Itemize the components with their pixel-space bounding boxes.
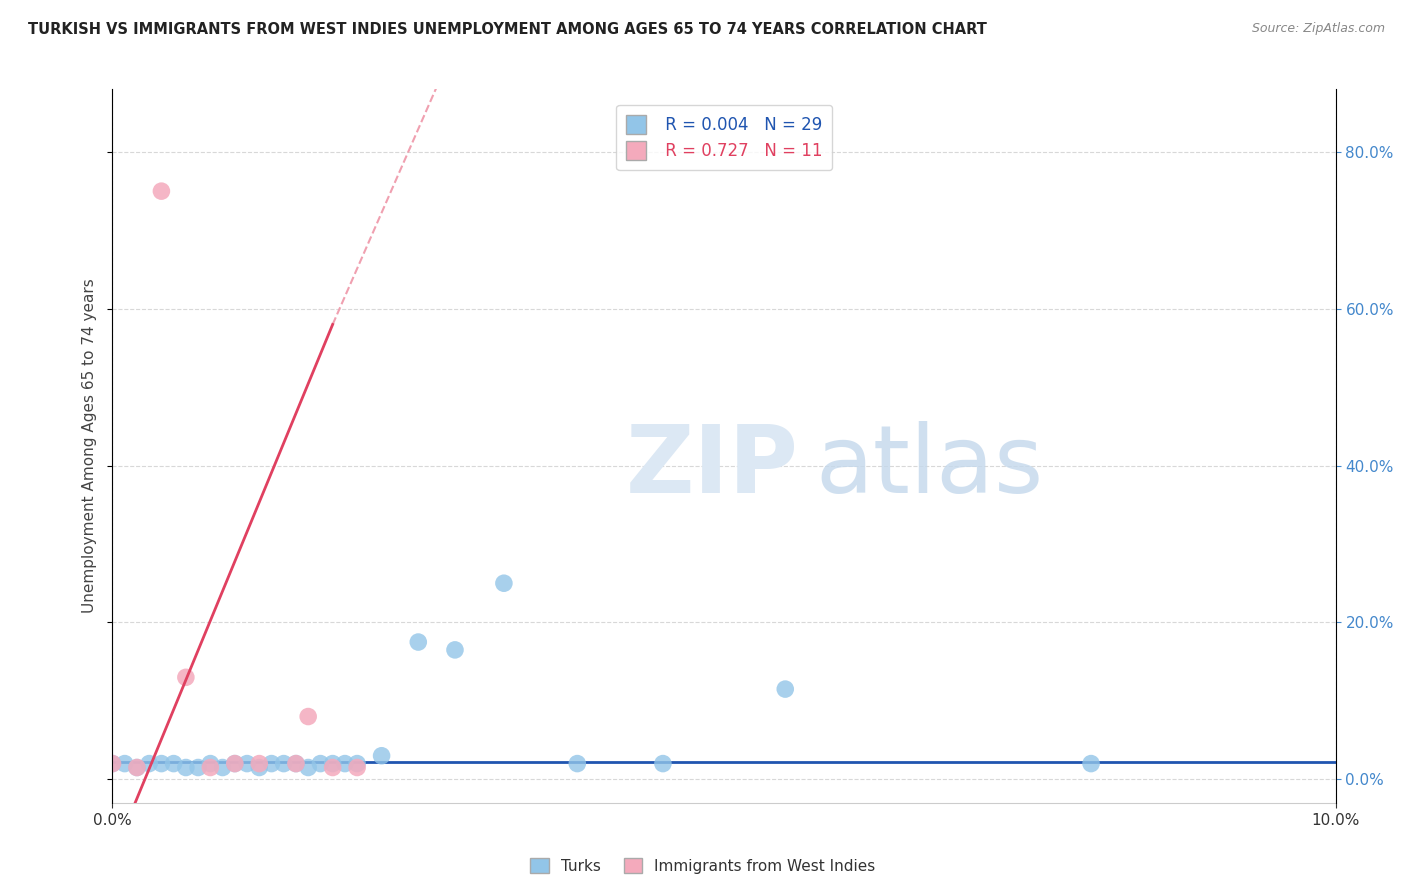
Point — [273, 756, 295, 771]
Text: ZIP: ZIP — [626, 421, 799, 514]
Point — [224, 756, 246, 771]
Point — [150, 184, 173, 198]
Point — [101, 756, 124, 771]
Point — [114, 756, 136, 771]
Point — [138, 756, 160, 771]
Text: TURKISH VS IMMIGRANTS FROM WEST INDIES UNEMPLOYMENT AMONG AGES 65 TO 74 YEARS CO: TURKISH VS IMMIGRANTS FROM WEST INDIES U… — [28, 22, 987, 37]
Point — [297, 709, 319, 723]
Point — [187, 760, 209, 774]
Point — [236, 756, 259, 771]
Point — [125, 760, 148, 774]
Legend:  R = 0.004   N = 29,  R = 0.727   N = 11: R = 0.004 N = 29, R = 0.727 N = 11 — [616, 104, 832, 169]
Point — [150, 756, 173, 771]
Point — [224, 756, 246, 771]
Text: Source: ZipAtlas.com: Source: ZipAtlas.com — [1251, 22, 1385, 36]
Point — [200, 760, 222, 774]
Point — [163, 756, 186, 771]
Point — [284, 756, 308, 771]
Point — [174, 670, 197, 684]
Point — [408, 635, 430, 649]
Point — [125, 760, 148, 774]
Point — [444, 643, 467, 657]
Text: atlas: atlas — [815, 421, 1045, 514]
Point — [322, 760, 344, 774]
Point — [370, 748, 392, 763]
Point — [322, 756, 344, 771]
Point — [346, 760, 368, 774]
Point — [346, 756, 368, 771]
Y-axis label: Unemployment Among Ages 65 to 74 years: Unemployment Among Ages 65 to 74 years — [82, 278, 97, 614]
Point — [211, 760, 233, 774]
Point — [567, 756, 589, 771]
Point — [492, 576, 515, 591]
Point — [652, 756, 675, 771]
Point — [309, 756, 332, 771]
Point — [775, 682, 797, 697]
Point — [247, 756, 270, 771]
Point — [247, 760, 270, 774]
Legend: Turks, Immigrants from West Indies: Turks, Immigrants from West Indies — [524, 852, 882, 880]
Point — [260, 756, 283, 771]
Point — [174, 760, 197, 774]
Point — [297, 760, 319, 774]
Point — [200, 756, 222, 771]
Point — [101, 756, 124, 771]
Point — [1080, 756, 1102, 771]
Point — [284, 756, 308, 771]
Point — [333, 756, 356, 771]
